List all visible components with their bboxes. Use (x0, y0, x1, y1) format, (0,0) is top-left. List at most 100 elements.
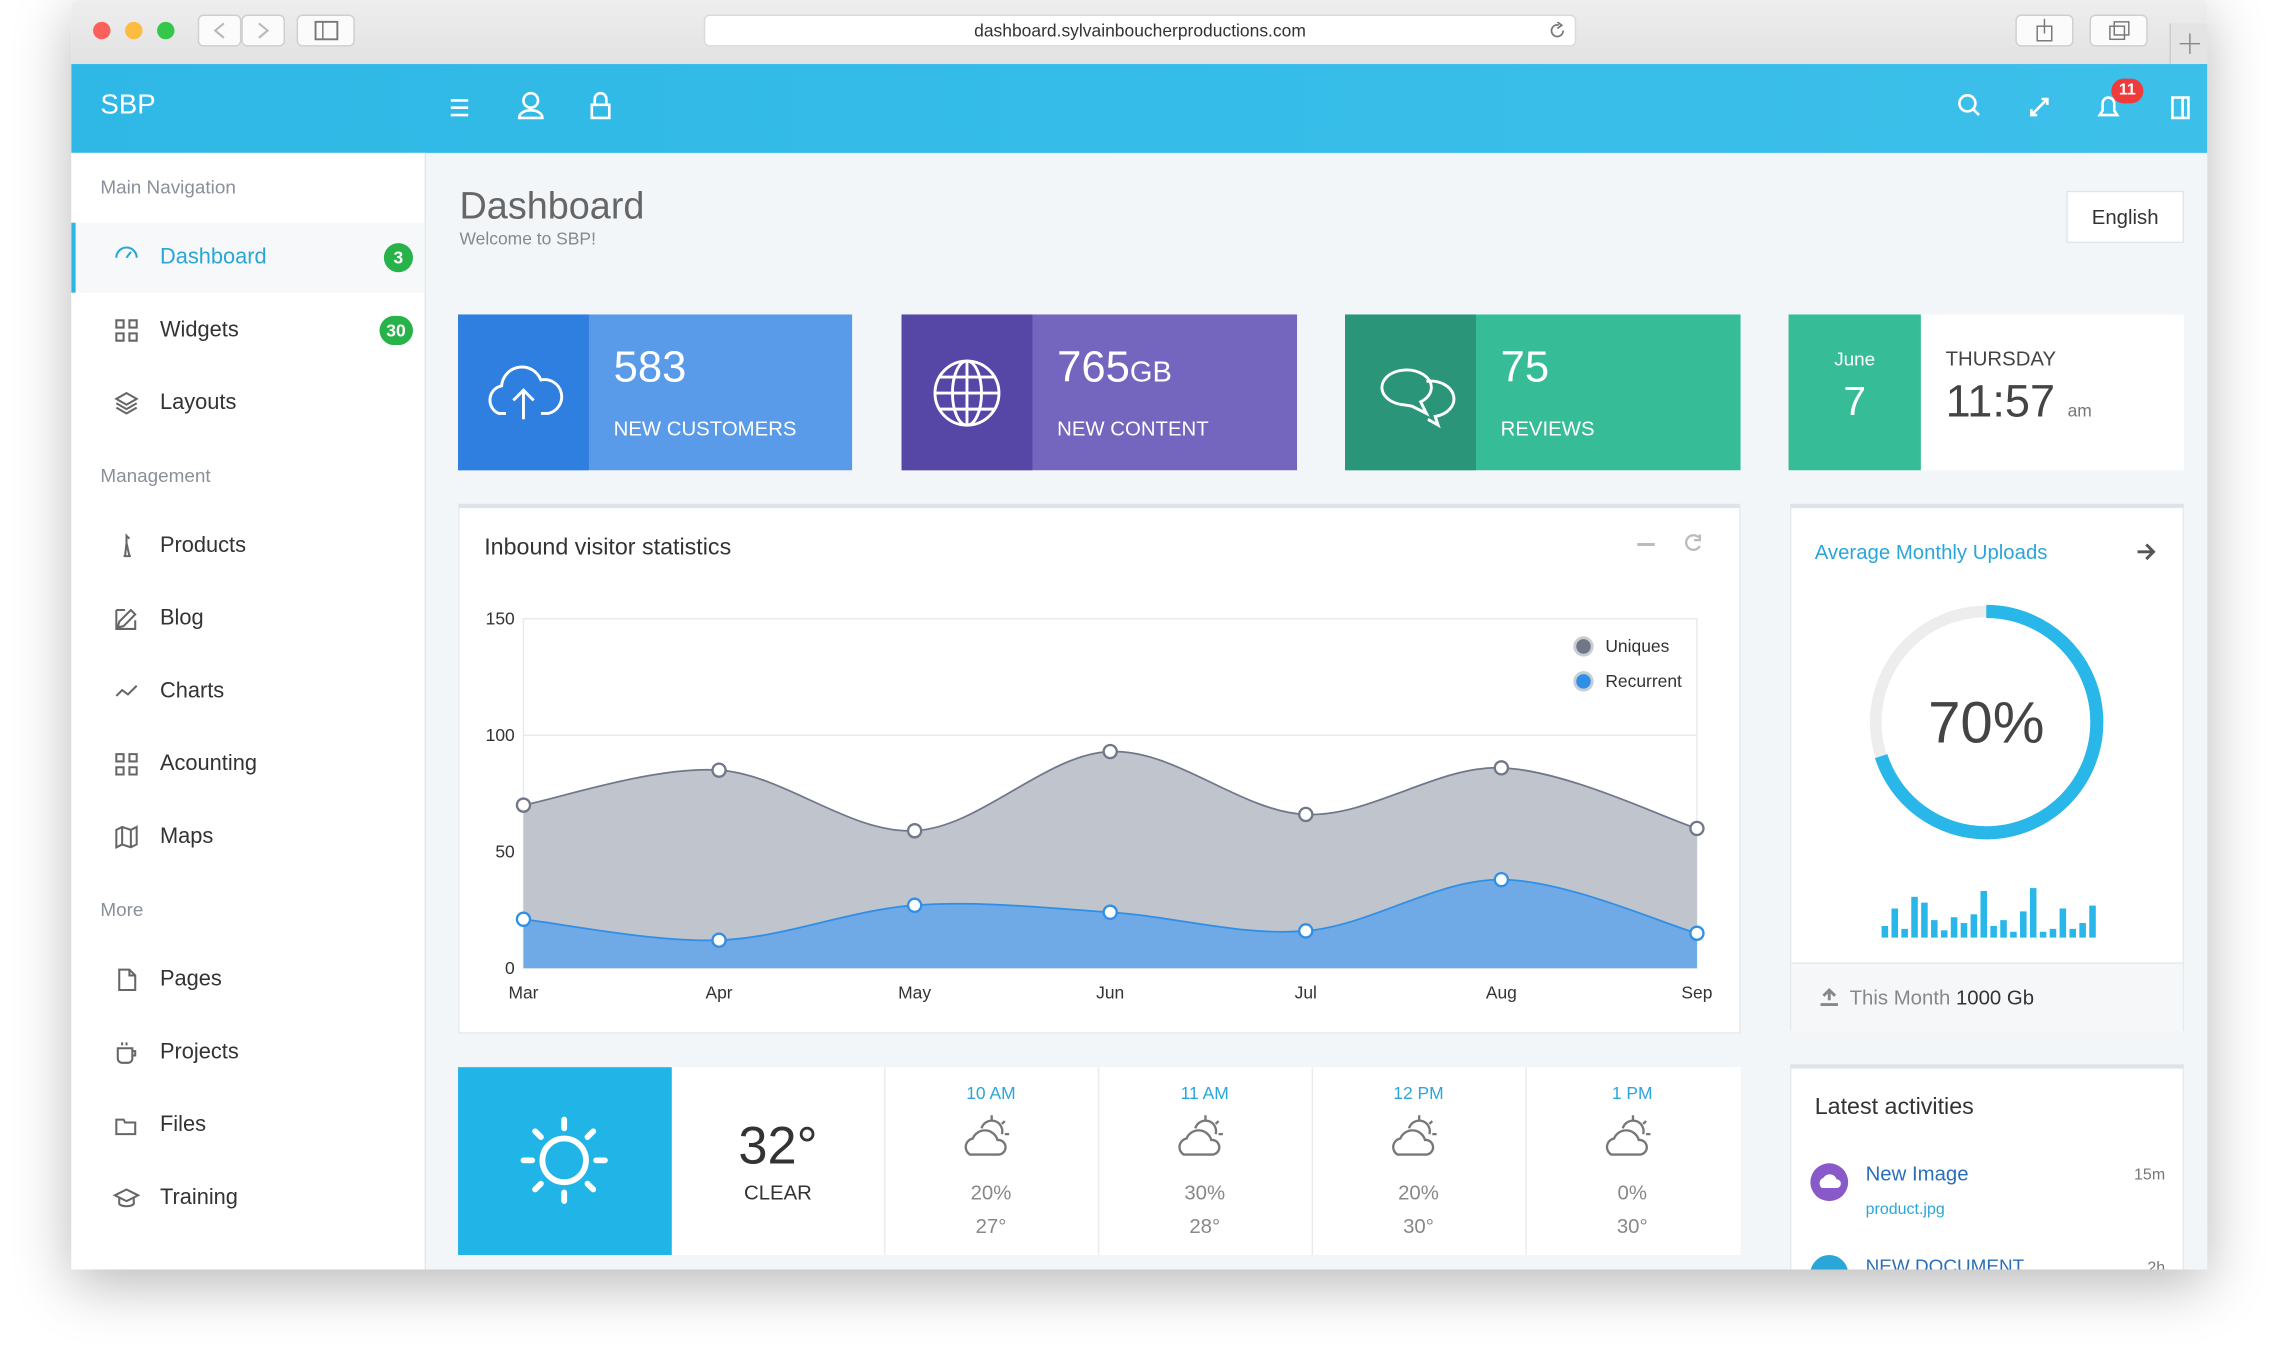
upload-bar (2059, 908, 2067, 938)
weather-icon (1605, 1115, 1651, 1156)
lock-icon[interactable] (590, 103, 611, 120)
x-tick-label: Jul (1295, 983, 1317, 1003)
sidebar-toggle[interactable] (296, 14, 355, 47)
footer-text: This Month 1000 Gb (1850, 986, 2034, 1009)
icon-glyph (1392, 1115, 1437, 1156)
nav-item[interactable]: Files (71, 1090, 424, 1160)
time-value: 11:57 (1945, 375, 2056, 427)
nav-label: Maps (159, 824, 214, 849)
zoom-button[interactable] (157, 21, 175, 40)
share-button[interactable] (2015, 14, 2074, 47)
condition: CLEAR (743, 1180, 812, 1205)
upload-bar (2039, 931, 2047, 938)
minimize-button[interactable] (125, 21, 143, 40)
nav-icon (115, 685, 138, 697)
nav-item[interactable]: Pages (71, 945, 424, 1015)
weather-icon (1178, 1115, 1223, 1156)
x-tick-label: Jun (1096, 983, 1124, 1003)
icon-glyph (115, 825, 138, 849)
nav-label: Acounting (159, 751, 257, 776)
nav-item[interactable]: Projects (71, 1018, 424, 1088)
stat-card: 765GB NEW CONTENT (901, 314, 1298, 471)
data-point (711, 932, 727, 948)
nav-item[interactable]: Blog (71, 584, 424, 654)
hour-time: 11 AM (1180, 1083, 1229, 1104)
upload-bar (1931, 920, 1938, 938)
brand[interactable]: SBP (100, 90, 156, 121)
nav-item[interactable]: Maps (71, 802, 424, 872)
address-bar[interactable]: dashboard.sylvainboucherproductions.com (703, 14, 1577, 47)
uploads-title: Average Monthly Uploads (1814, 540, 2048, 564)
nav-label: Pages (159, 966, 222, 992)
data-point (906, 897, 923, 913)
upload-bar (2089, 905, 2096, 938)
nav-item[interactable]: Products (71, 511, 424, 581)
activity-title[interactable]: New Image (1865, 1161, 1969, 1186)
stat-number: 765 (1057, 343, 1130, 392)
nav-label: Widgets (159, 317, 239, 343)
data-point (1298, 923, 1314, 939)
activities-panel: Latest activities New Image product.jpg … (1789, 1064, 2185, 1270)
nav-label: Products (159, 532, 247, 558)
hour-temp: 28° (1189, 1214, 1221, 1238)
nav-item[interactable]: Layouts (71, 368, 424, 438)
nav-icon (112, 1188, 141, 1208)
x-tick-label: Aug (1486, 983, 1517, 1003)
search-icon[interactable] (1958, 94, 1977, 113)
upload-bar (1911, 896, 1918, 938)
upload-bar (1881, 925, 1889, 938)
activity-time: 2h (2147, 1259, 2166, 1270)
x-tick-label: May (898, 983, 931, 1003)
forward-button[interactable] (241, 14, 286, 47)
panel-icon[interactable] (2171, 96, 2190, 120)
activity-detail[interactable]: product.jpg (1865, 1201, 1945, 1219)
icon-glyph (116, 1042, 137, 1064)
new-tab-button[interactable] (2169, 23, 2208, 65)
hour-temp: 27° (975, 1214, 1007, 1238)
y-tick-label: 100 (486, 725, 515, 745)
nav-icon (115, 825, 138, 849)
nav-icon (114, 391, 139, 415)
activity-title[interactable]: NEW DOCUMENT (1865, 1254, 2025, 1270)
icon-glyph (1178, 1115, 1223, 1156)
gauge-arc (1869, 604, 2104, 840)
tabs-button[interactable] (2089, 14, 2148, 47)
upload-bar (1891, 908, 1899, 938)
nav-label: Dashboard (159, 244, 267, 270)
data-point (1102, 743, 1118, 760)
x-tick-label: Mar (508, 983, 538, 1003)
upload-icon (1820, 987, 1838, 1007)
expand-icon[interactable] (2030, 97, 2049, 117)
legend-label: Uniques (1605, 636, 1669, 656)
hour-divider (1525, 1067, 1527, 1255)
nav-item[interactable]: Widgets 30 (71, 296, 424, 366)
weather-icon (964, 1115, 1010, 1156)
arrow-link[interactable] (2135, 540, 2158, 563)
icon-glyph (115, 319, 138, 342)
bell-icon[interactable] (2097, 96, 2120, 117)
language-button[interactable]: English (2066, 190, 2185, 244)
refresh-button[interactable] (1685, 534, 1702, 551)
nav-section-title: Management (100, 464, 211, 487)
nav-item[interactable]: Charts (71, 657, 424, 727)
upload-bar (1940, 930, 1948, 938)
nav-item[interactable]: Acounting (71, 729, 424, 799)
series-area (523, 879, 1697, 969)
hour-precip: 30% (1184, 1180, 1226, 1205)
app-header: 11 (71, 64, 2208, 153)
reload-icon[interactable] (1549, 21, 1566, 39)
globe-icon (901, 314, 1033, 471)
nav-item[interactable]: Dashboard 3 (71, 222, 425, 293)
footer-label: This Month (1849, 985, 1951, 1009)
stat-card: 75 REVIEWS (1345, 314, 1741, 471)
menu-icon[interactable] (450, 99, 469, 117)
nav-icon (118, 968, 137, 992)
nav-icon (123, 533, 131, 558)
hour-precip: 20% (970, 1180, 1012, 1205)
nav-item[interactable]: Training (71, 1163, 424, 1233)
user-icon[interactable] (522, 91, 540, 110)
x-tick-label: Sep (1681, 983, 1712, 1003)
close-button[interactable] (93, 21, 111, 40)
back-button[interactable] (197, 14, 242, 47)
